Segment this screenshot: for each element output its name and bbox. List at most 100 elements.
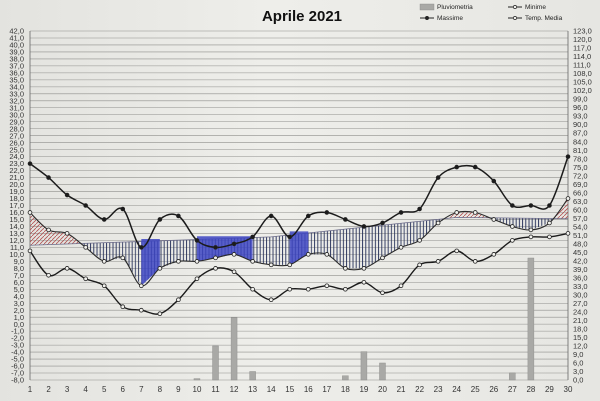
below-normal-band [88, 243, 92, 253]
x-tick-label: 18 [341, 385, 350, 394]
massime-point [176, 213, 181, 219]
above-normal-band [465, 212, 470, 218]
minime-point [194, 276, 200, 282]
below-normal-band [91, 243, 95, 255]
below-normal-band [271, 236, 275, 265]
left-tick-label: 34,0 [9, 82, 24, 91]
massime-point [101, 217, 107, 222]
massime-point [231, 241, 237, 247]
rain-bar [249, 371, 256, 381]
below-normal-band [162, 240, 167, 268]
right-tick-label: 123,0 [573, 27, 592, 36]
below-normal-band [311, 232, 315, 255]
below-normal-band [264, 237, 269, 265]
left-tick-label: -5,0 [11, 355, 24, 364]
left-tick-label: 40,0 [9, 41, 24, 50]
legend: Pluviometria Minime Massime Temp. Media [419, 3, 563, 22]
left-tick-label: 8,0 [14, 264, 24, 273]
right-tick-label: 105,0 [573, 78, 592, 87]
minime-point [343, 286, 348, 292]
massime-point [305, 213, 311, 219]
above-normal-band [478, 213, 482, 218]
left-tick-label: -6,0 [11, 362, 24, 371]
massime-point [491, 178, 497, 184]
minime-point [231, 269, 237, 275]
x-tick-label: 28 [526, 385, 535, 394]
left-tick-label: 11,0 [10, 243, 24, 252]
x-tick-label: 21 [397, 385, 406, 394]
massime-point [528, 203, 534, 208]
x-tick-label: 7 [139, 385, 144, 394]
rain-bar [342, 375, 349, 381]
x-axis: 1 2 3 4 5 6 7 8 9 10 11 12 13 14 15 16 17 18 19 20 21 22 23 24 2… [28, 385, 573, 394]
left-axis: -8,0-7,0-6,0-5,0-4,0-3,0-2,0-1,00,01,02,… [9, 27, 24, 385]
below-normal-band [543, 218, 547, 226]
x-tick-label: 11 [211, 385, 220, 394]
below-normal-band [258, 237, 262, 264]
x-tick-label: 16 [304, 385, 313, 394]
media-point [64, 231, 70, 236]
below-normal-band [373, 225, 377, 264]
media-point [194, 259, 200, 264]
x-tick-label: 1 [28, 385, 33, 394]
massime-point [472, 164, 478, 170]
minime-point [491, 252, 497, 257]
left-tick-label: -4,0 [11, 348, 24, 357]
minime-point [268, 297, 274, 303]
below-normal-band [382, 224, 386, 258]
left-tick-label: 36,0 [9, 68, 24, 77]
right-tick-label: 111,0 [573, 61, 591, 70]
below-normal-band [354, 227, 358, 269]
right-tick-label: 102,0 [573, 86, 592, 95]
right-tick-label: 72,0 [573, 171, 588, 180]
minime-point [472, 259, 478, 264]
above-normal-band [51, 230, 55, 245]
below-normal-band [274, 236, 278, 265]
media-point [27, 210, 33, 215]
media-point [139, 283, 144, 289]
right-tick-label: 90,0 [573, 120, 588, 129]
minime-point [287, 286, 293, 292]
below-normal-band [169, 240, 173, 265]
x-tick-label: 20 [378, 385, 387, 394]
massime-point [139, 245, 144, 250]
minime-point [435, 259, 441, 264]
right-tick-label: 0,0 [573, 376, 583, 385]
left-tick-label: 7,0 [14, 271, 24, 280]
above-normal-band [462, 212, 466, 218]
media-point [101, 259, 107, 264]
right-tick-label: 54,0 [573, 222, 588, 231]
minime-point [324, 283, 330, 289]
below-normal-band [159, 240, 163, 269]
below-normal-band [329, 230, 334, 260]
media-point [83, 245, 88, 250]
x-tick-label: 5 [102, 385, 107, 394]
left-tick-label: 27,0 [9, 131, 24, 140]
legend-marker [425, 16, 429, 20]
right-tick-label: 99,0 [573, 95, 588, 104]
massime-point [380, 220, 385, 226]
below-normal-band [268, 236, 272, 265]
right-tick-label: 42,0 [573, 256, 588, 265]
above-normal-band [70, 235, 74, 244]
massime-point [120, 206, 126, 212]
left-tick-label: 15,0 [9, 215, 24, 224]
right-tick-label: 3,0 [573, 367, 583, 376]
below-normal-band [533, 218, 538, 229]
below-normal-band [261, 237, 265, 264]
media-point [361, 266, 367, 271]
below-normal-band [308, 232, 312, 255]
left-tick-label: 35,0 [9, 75, 24, 84]
x-tick-label: 8 [158, 385, 163, 394]
massime-point [454, 164, 459, 170]
right-tick-label: 120,0 [573, 35, 592, 44]
media-point [565, 196, 571, 201]
media-point [472, 210, 478, 215]
minime-point [565, 231, 571, 236]
x-tick-label: 30 [564, 385, 573, 394]
right-tick-label: 51,0 [573, 231, 588, 240]
above-normal-band [76, 240, 80, 244]
x-tick-label: 3 [65, 385, 70, 394]
right-tick-label: 63,0 [573, 197, 588, 206]
below-normal-band [506, 217, 510, 226]
